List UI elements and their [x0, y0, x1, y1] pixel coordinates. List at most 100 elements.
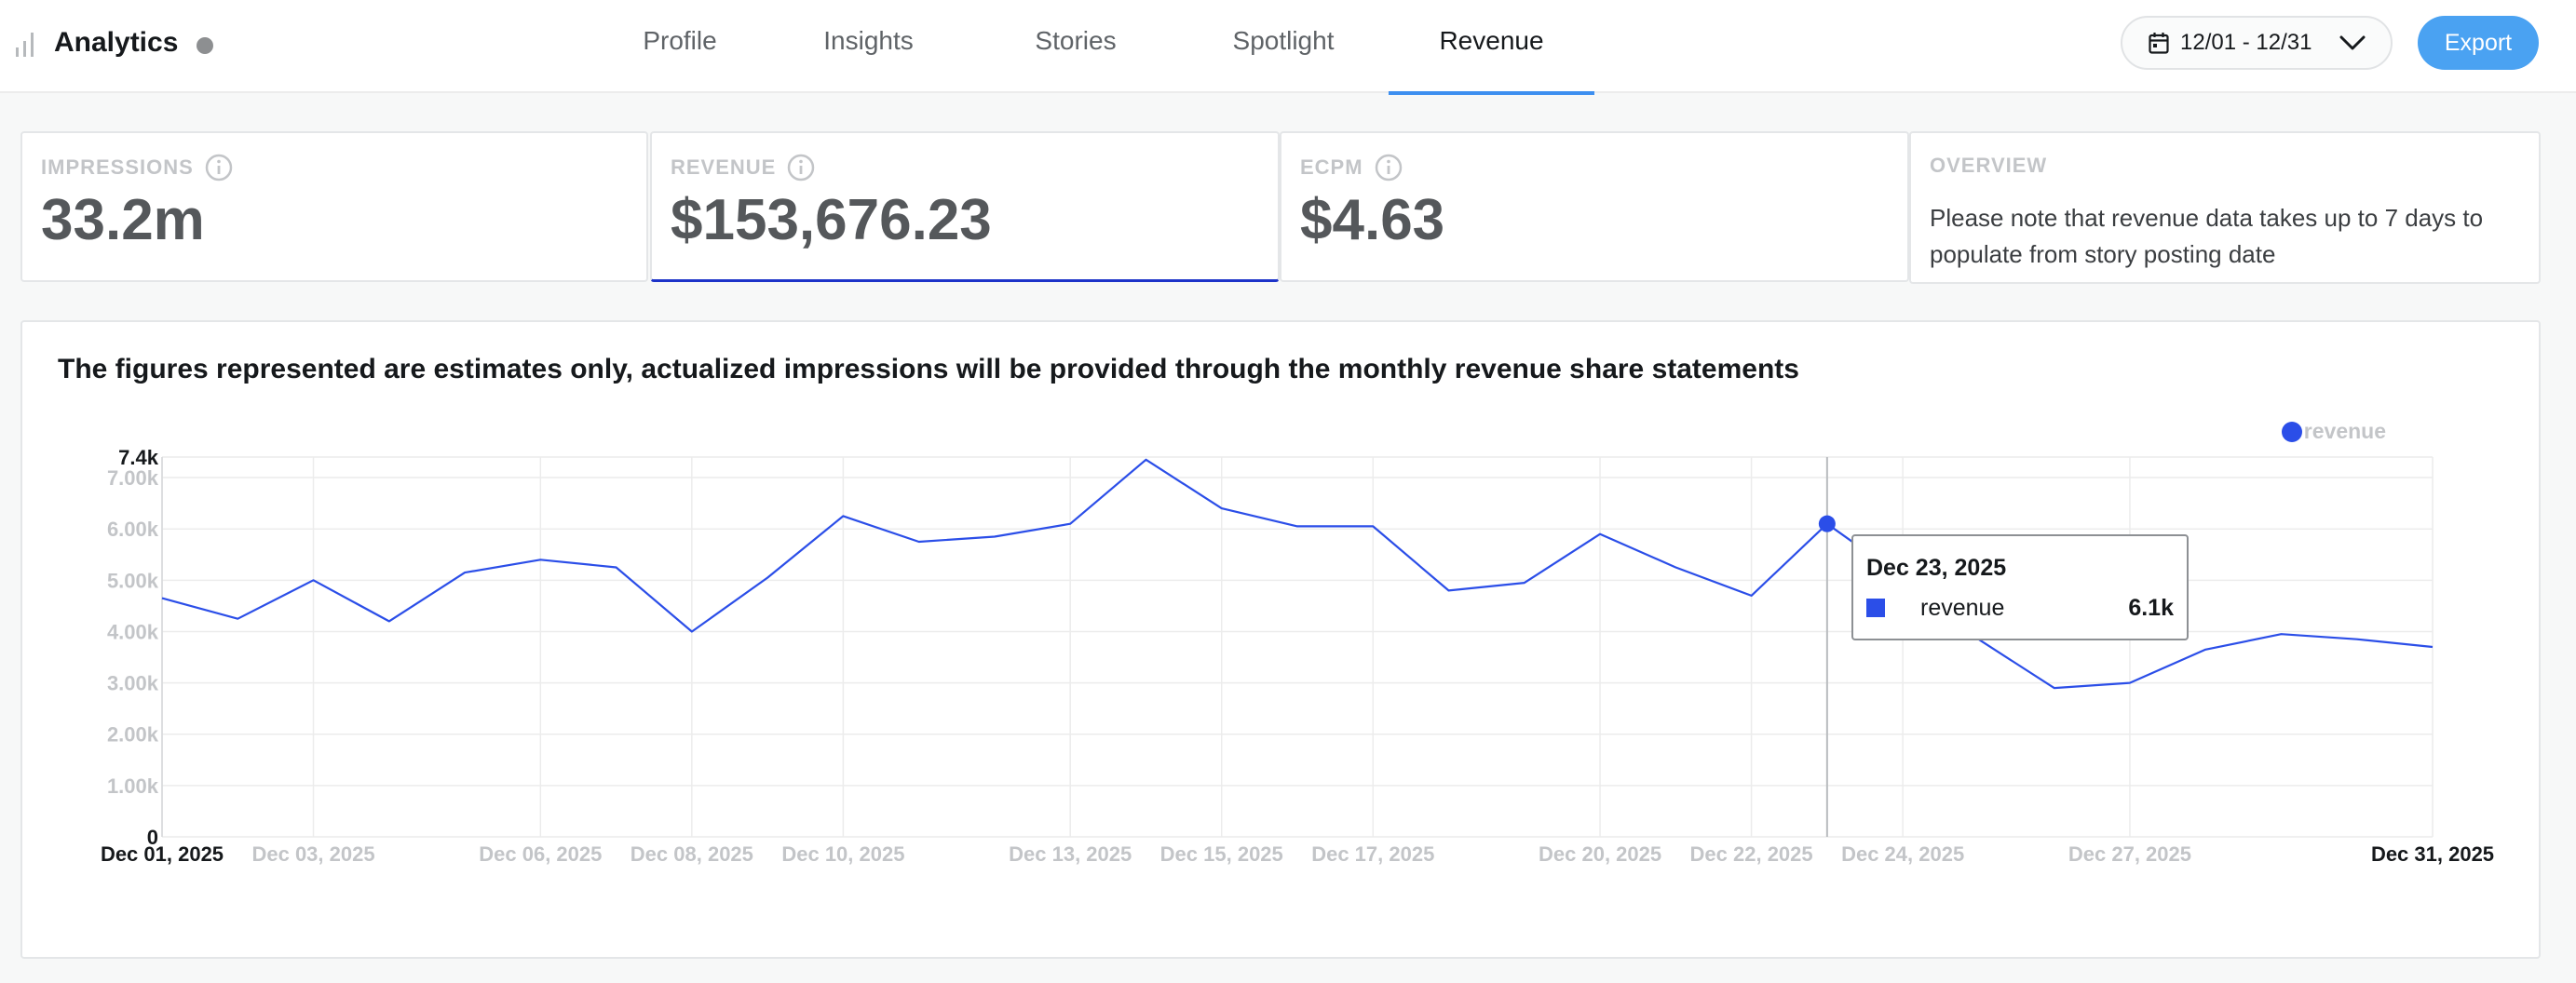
- data-point: [2354, 637, 2360, 642]
- card-value: $153,676.23: [671, 188, 992, 252]
- tab-stories[interactable]: Stories: [973, 0, 1178, 93]
- tab-label: Spotlight: [1232, 26, 1335, 55]
- tooltip-series: revenue: [1920, 594, 2005, 621]
- tab-revenue[interactable]: Revenue: [1389, 0, 1594, 95]
- top-bar: Analytics Profile Insights Stories Spotl…: [0, 0, 2576, 95]
- card-label: ECPM: [1300, 155, 1363, 179]
- revenue-line-chart[interactable]: 0 1.00k 2.00k 3.00k 4.00k 5.00k 6.00k 7.00k7.4k…: [22, 322, 2542, 961]
- data-point: [311, 577, 317, 583]
- data-point: [916, 539, 922, 545]
- chart-tooltip: Dec 23, 2025 revenue 6.1k: [1851, 534, 2189, 640]
- chart-legend[interactable]: revenue: [2281, 419, 2386, 444]
- data-point: [614, 565, 619, 571]
- data-point: [1067, 521, 1073, 527]
- legend-label: revenue: [2303, 419, 2386, 443]
- data-point: [2203, 647, 2208, 653]
- data-point: [1749, 593, 1755, 599]
- calendar-icon: [2149, 33, 2169, 54]
- data-point: [1219, 505, 1225, 511]
- tooltip-date: Dec 23, 2025: [1866, 555, 2007, 581]
- y-tick-label: 1.00k: [107, 774, 159, 798]
- x-tick-label: Dec 06, 2025: [479, 842, 602, 866]
- y-tick-label: 7.4k: [118, 446, 159, 469]
- info-icon[interactable]: [1375, 154, 1403, 182]
- data-point: [235, 616, 240, 622]
- info-icon[interactable]: [205, 154, 233, 182]
- info-icon[interactable]: [787, 154, 815, 182]
- card-label-row: IMPRESSIONS: [41, 154, 233, 182]
- series-line-revenue: [161, 458, 2434, 690]
- revenue-card[interactable]: REVENUE $153,676.23: [650, 131, 1280, 282]
- data-point: [2278, 631, 2284, 637]
- y-tick-label: 2.00k: [107, 723, 159, 747]
- export-button[interactable]: Export: [2418, 16, 2539, 70]
- data-point: [992, 533, 997, 539]
- x-tick-label: Dec 10, 2025: [781, 842, 904, 866]
- tooltip-swatch: [1866, 599, 1885, 617]
- x-tick-label: Dec 20, 2025: [1539, 842, 1661, 866]
- tab-label: Insights: [823, 26, 914, 55]
- data-point: [689, 628, 695, 634]
- status-dot: [197, 37, 214, 54]
- date-range-picker[interactable]: 12/01 - 12/31: [2121, 16, 2393, 70]
- data-point: [537, 557, 543, 562]
- x-tick-label: Dec 01, 2025: [101, 842, 224, 866]
- card-label-row: REVENUE: [671, 154, 815, 182]
- x-tick-label: Dec 31, 2025: [2371, 842, 2494, 866]
- card-value: $4.63: [1300, 188, 1445, 252]
- page-title: Analytics: [54, 27, 179, 58]
- tooltip-row: revenue 6.1k: [1866, 594, 2174, 622]
- x-tick-label: Dec 17, 2025: [1311, 842, 1434, 866]
- x-tick-label: Dec 15, 2025: [1160, 842, 1283, 866]
- card-value: 33.2m: [41, 188, 205, 252]
- chevron-down-icon: [2339, 35, 2366, 50]
- highlighted-point: [1818, 515, 1836, 532]
- data-point: [386, 618, 392, 624]
- data-point: [1446, 587, 1452, 593]
- tab-label: Revenue: [1439, 26, 1544, 55]
- x-tick-label: Dec 27, 2025: [2068, 842, 2191, 866]
- data-point: [2127, 680, 2133, 686]
- data-point: [2052, 685, 2057, 691]
- y-tick-label: 7.00k: [107, 466, 159, 490]
- data-point: [1673, 565, 1678, 571]
- bar-chart-icon: [16, 33, 34, 57]
- date-range-value: 12/01 - 12/31: [2180, 30, 2312, 55]
- card-label-row: OVERVIEW: [1930, 154, 2047, 178]
- data-point: [765, 575, 770, 581]
- tab-bar: Profile Insights Stories Spotlight Reven…: [596, 0, 1594, 95]
- x-tick-label: Dec 03, 2025: [251, 842, 374, 866]
- overview-card: OVERVIEW Please note that revenue data t…: [1909, 131, 2541, 284]
- brand: Analytics: [15, 24, 214, 61]
- tab-profile[interactable]: Profile: [596, 0, 764, 93]
- x-tick-label: Dec 08, 2025: [630, 842, 753, 866]
- data-point: [159, 596, 165, 601]
- x-tick-label: Dec 24, 2025: [1841, 842, 1964, 866]
- tab-insights[interactable]: Insights: [764, 0, 973, 93]
- data-point: [462, 570, 468, 575]
- data-point: [840, 513, 846, 518]
- data-point: [1143, 457, 1148, 463]
- x-tick-label: Dec 22, 2025: [1690, 842, 1813, 866]
- data-point: [1295, 523, 1300, 529]
- card-label: OVERVIEW: [1930, 154, 2048, 177]
- card-label-row: ECPM: [1300, 154, 1403, 182]
- chart-panel: The figures represented are estimates on…: [20, 320, 2541, 959]
- chart-disclaimer: The figures represented are estimates on…: [58, 354, 1799, 384]
- y-tick-label: 4.00k: [107, 620, 159, 643]
- x-tick-label: Dec 13, 2025: [1009, 842, 1132, 866]
- y-tick-label: 3.00k: [107, 672, 159, 695]
- ecpm-card[interactable]: ECPM $4.63: [1280, 131, 1909, 282]
- card-label: REVENUE: [671, 155, 777, 179]
- data-point: [1597, 532, 1603, 537]
- tab-label: Stories: [1035, 26, 1117, 55]
- y-tick-label: 5.00k: [107, 569, 159, 592]
- data-point: [1522, 580, 1527, 586]
- card-label: IMPRESSIONS: [41, 155, 194, 179]
- tab-label: Profile: [643, 26, 717, 55]
- legend-marker: [2281, 421, 2302, 442]
- data-point: [1370, 523, 1376, 529]
- tab-spotlight[interactable]: Spotlight: [1178, 0, 1389, 93]
- y-tick-label: 6.00k: [107, 518, 159, 541]
- impressions-card[interactable]: IMPRESSIONS 33.2m: [20, 131, 648, 282]
